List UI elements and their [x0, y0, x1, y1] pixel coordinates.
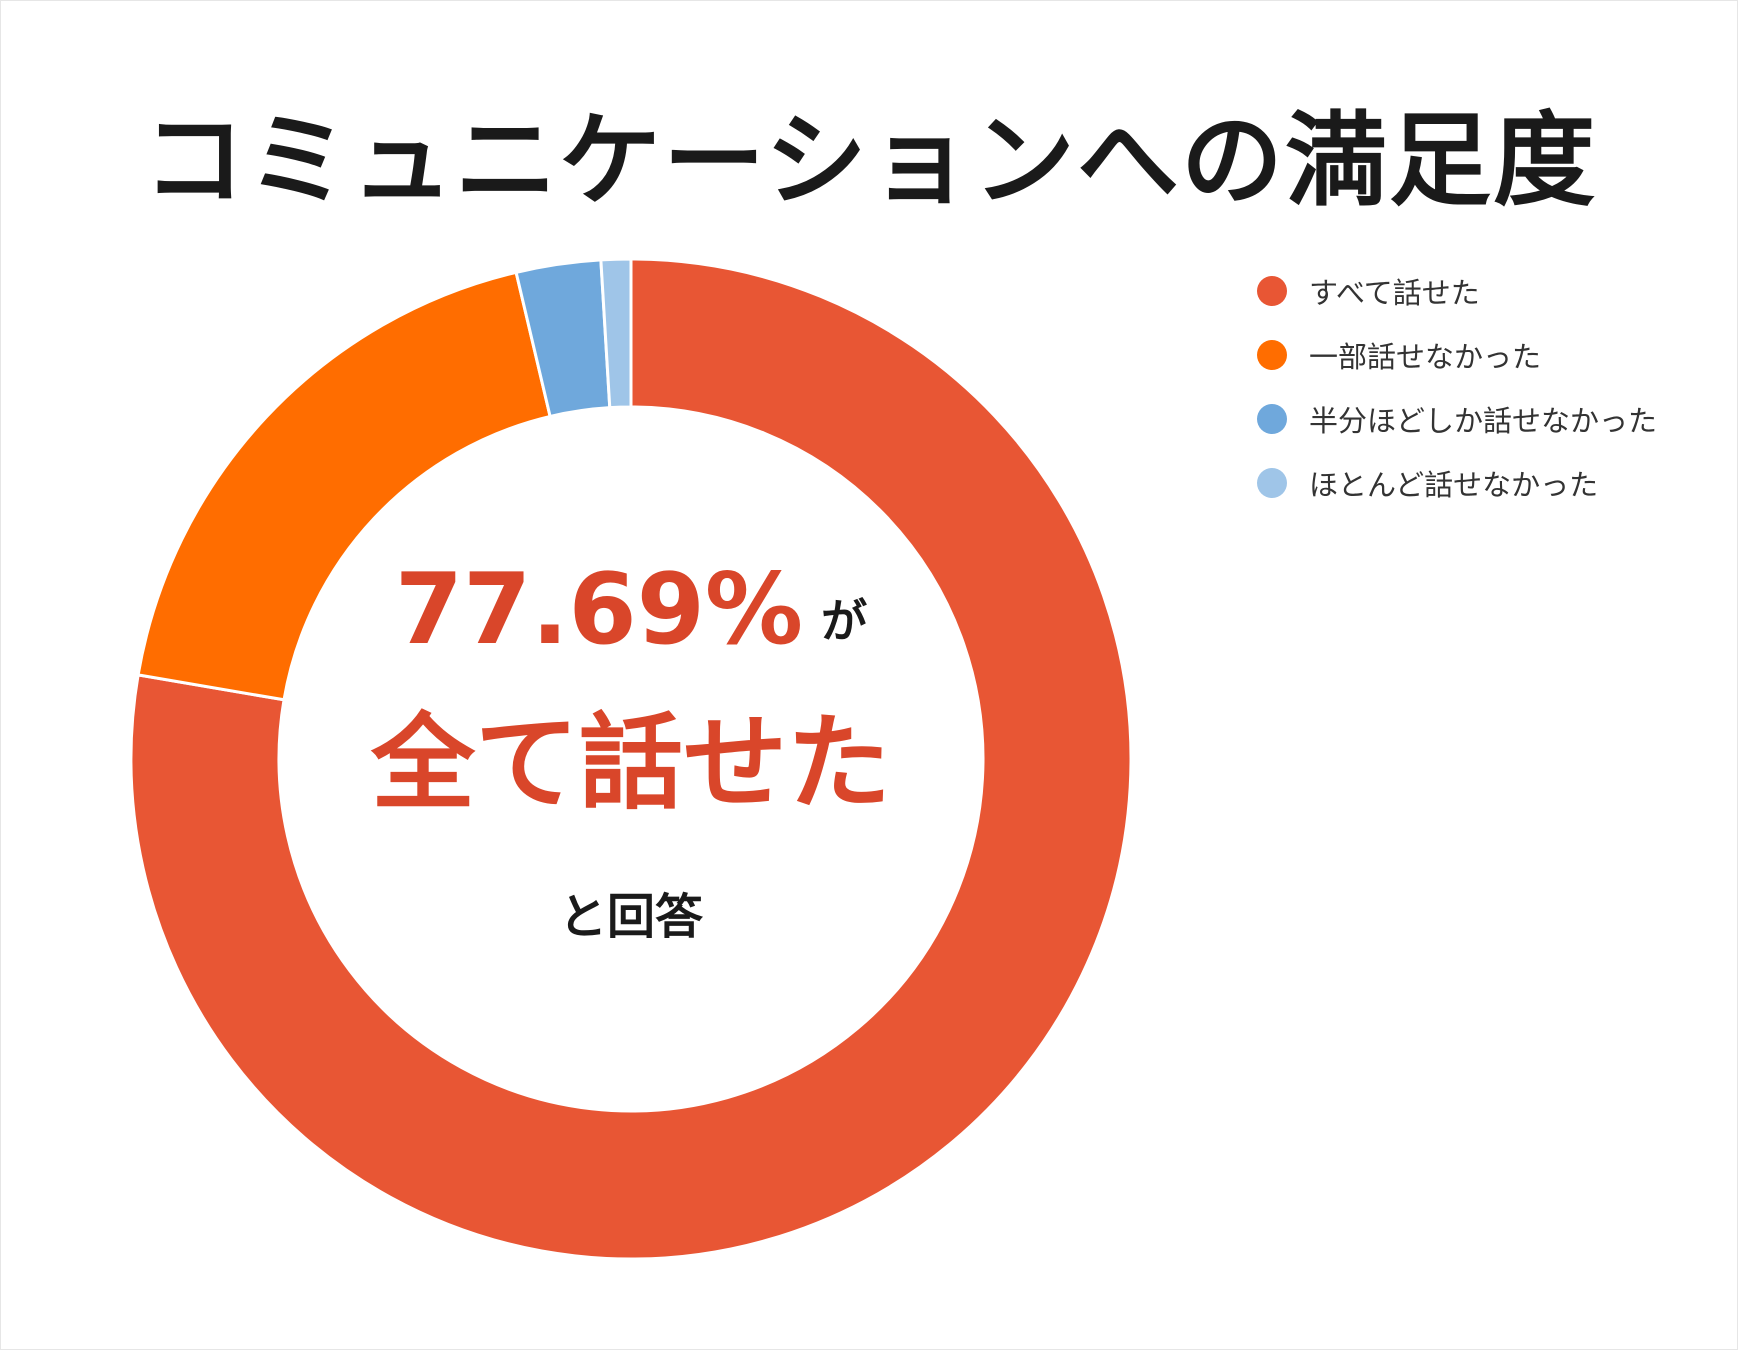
donut-slice-1: [131, 259, 1131, 1259]
legend-label: すべて話せた: [1309, 276, 1480, 310]
legend-swatch: [1257, 468, 1287, 498]
percent-suffix: が: [821, 594, 868, 648]
legend-swatch: [1257, 276, 1287, 306]
percent-line: 77.69% が: [281, 561, 981, 659]
legend-swatch: [1257, 404, 1287, 434]
legend-item-1: すべて話せた: [1257, 259, 1657, 323]
donut-slice-2: [136, 270, 552, 702]
donut-center-label: 77.69% が 全て話せた と回答: [281, 561, 981, 947]
legend-item-2: 一部話せなかった: [1257, 323, 1657, 387]
legend-swatch: [1257, 340, 1287, 370]
legend-label: ほとんど話せなかった: [1309, 468, 1599, 502]
legend: すべて話せた一部話せなかった半分ほどしか話せなかった ほとんど話せなかった: [1257, 259, 1657, 515]
center-headline: 全て話せた: [370, 702, 891, 824]
legend-item-3: 半分ほどしか話せなかった: [1257, 387, 1657, 451]
chart-title: コミュニケーションへの満足度: [143, 102, 1597, 221]
legend-item-4: ほとんど話せなかった: [1257, 451, 1657, 515]
legend-label: 半分ほどしか話せなかった: [1309, 404, 1658, 438]
center-subtext: と回答: [558, 889, 703, 945]
donut-slices: [131, 259, 1131, 1259]
percent-value: 77.69%: [394, 553, 804, 667]
donut-slice-4: [599, 259, 633, 410]
legend-label: 一部話せなかった: [1309, 340, 1542, 374]
donut-chart: [131, 259, 1131, 1259]
